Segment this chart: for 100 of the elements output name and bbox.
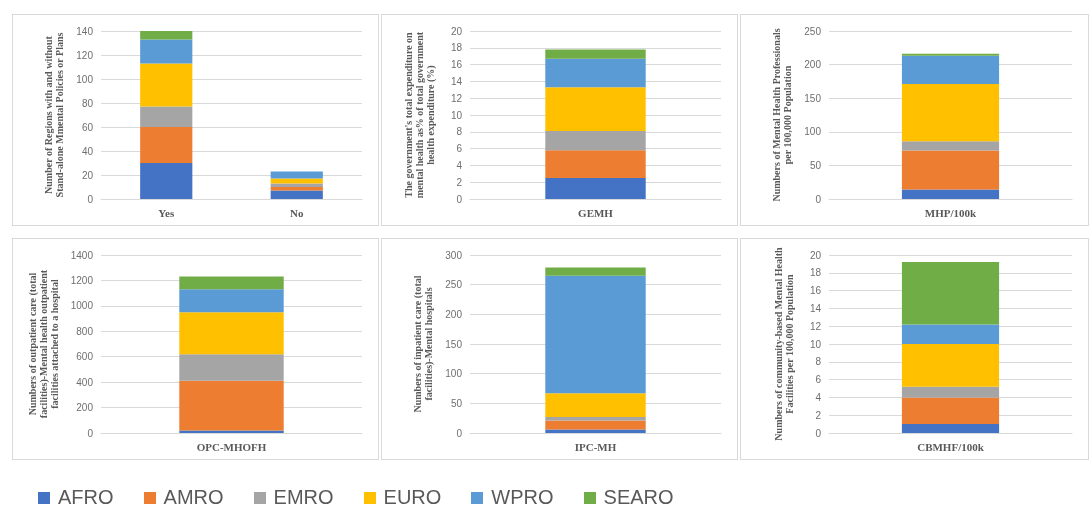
y-tick-label: 150: [445, 338, 463, 350]
y-tick-label: 1000: [70, 300, 94, 312]
y-tick-label: 18: [450, 42, 463, 54]
y-tick-label: 140: [76, 25, 94, 37]
bar: [545, 416, 646, 421]
y-tick-label: 16: [809, 285, 822, 297]
y-axis-title: Numbers of community-based Mental Health Facilities per 100,000 Population: [773, 246, 795, 441]
y-tick-label: 2: [456, 176, 463, 188]
x-tick-label: MHP/100k: [924, 206, 978, 219]
x-tick-label: IPC-MH: [574, 440, 617, 453]
legend-label: AFRO: [58, 486, 114, 509]
y-tick-label: 0: [87, 193, 94, 205]
y-tick-label: 4: [456, 159, 463, 171]
y-tick-label: 100: [804, 126, 822, 138]
y-tick-label: 14: [450, 75, 463, 87]
bar: [140, 127, 193, 163]
y-tick-label: 8: [456, 126, 463, 138]
y-axis-title: Numbers of outpatient care (total facilities)-Mental health outpatient facilities attached to a hospital: [26, 269, 60, 419]
legend-label: EMRO: [273, 486, 334, 509]
bar: [901, 189, 1000, 199]
y-tick-label: 8: [815, 356, 822, 368]
y-tick-label: 40: [81, 145, 94, 157]
y-tick-label: 20: [81, 169, 94, 181]
bar: [901, 150, 1000, 190]
y-tick-label: 10: [809, 338, 822, 350]
x-tick-label: GEMH: [578, 206, 614, 219]
y-tick-label: 1400: [70, 249, 94, 261]
y-axis-title: Numbers of Mental Health Professionals per 100,000 Population: [771, 28, 794, 202]
y-tick-label: 6: [815, 374, 822, 386]
bar: [545, 130, 646, 151]
y-tick-label: 120: [76, 49, 94, 61]
bar: [545, 267, 646, 276]
bar: [901, 386, 1000, 398]
y-tick-label: 150: [804, 92, 822, 104]
legend-label: SEARO: [603, 486, 674, 509]
y-tick-label: 16: [450, 59, 463, 71]
y-tick-label: 2: [815, 409, 822, 421]
bar: [140, 31, 193, 40]
y-tick-label: 80: [81, 97, 94, 109]
y-tick-label: 60: [81, 121, 94, 133]
x-tick-label: CBMHF/100k: [917, 440, 985, 453]
bar: [140, 39, 193, 64]
bar: [140, 63, 193, 107]
y-axis-title: Numbers of inpatient care (total facilities)-Mental hospitals: [412, 275, 436, 413]
bar: [270, 187, 323, 191]
y-tick-label: 20: [809, 249, 822, 261]
bar: [270, 190, 323, 199]
legend-label: WPRO: [491, 486, 554, 509]
bar: [901, 55, 1000, 85]
bar: [140, 106, 193, 127]
bar: [545, 87, 646, 131]
x-tick-label: Yes: [158, 206, 175, 219]
bar: [901, 53, 1000, 56]
bar: [179, 276, 284, 290]
y-tick-label: 18: [809, 267, 822, 279]
bar: [901, 141, 1000, 151]
bar: [179, 312, 284, 355]
bar: [179, 430, 284, 433]
y-axis-title: The government's total expenditure on mental health as% of total government health expenditure (%): [403, 31, 437, 199]
y-tick-label: 100: [445, 368, 463, 380]
y-tick-label: 10: [450, 109, 463, 121]
y-tick-label: 50: [450, 397, 463, 409]
y-tick-label: 0: [815, 427, 822, 439]
bar: [901, 324, 1000, 344]
y-tick-label: 12: [809, 320, 822, 332]
y-tick-label: 200: [445, 308, 463, 320]
y-tick-label: 800: [76, 325, 94, 337]
y-tick-label: 4: [815, 391, 822, 403]
y-tick-label: 400: [76, 376, 94, 388]
bar: [179, 380, 284, 431]
bar: [901, 84, 1000, 142]
y-tick-label: 200: [804, 59, 822, 71]
y-tick-label: 0: [456, 427, 463, 439]
bar: [179, 289, 284, 313]
bar: [545, 275, 646, 394]
bar: [545, 49, 646, 59]
y-axis-title: Number of Regions with and without Stand-alone Mmental Policies or Plans: [43, 32, 66, 198]
legend-label: AMRO: [163, 486, 224, 509]
bar: [270, 183, 323, 187]
bar: [901, 262, 1000, 325]
y-tick-label: 600: [76, 351, 94, 363]
y-tick-label: 1200: [70, 274, 94, 286]
bar: [545, 393, 646, 417]
x-tick-label: OPC-MHOFH: [196, 440, 267, 453]
bar: [545, 58, 646, 88]
x-tick-label: No: [290, 206, 304, 219]
bar: [901, 344, 1000, 387]
y-tick-label: 0: [815, 193, 822, 205]
y-tick-label: 0: [456, 193, 463, 205]
y-tick-label: 50: [809, 159, 822, 171]
bar: [901, 424, 1000, 433]
y-tick-label: 0: [87, 427, 94, 439]
y-tick-label: 100: [76, 73, 94, 85]
bar: [270, 171, 323, 179]
y-tick-label: 14: [809, 302, 822, 314]
y-tick-label: 6: [456, 143, 463, 155]
bar: [140, 163, 193, 199]
legend-label: EURO: [383, 486, 442, 509]
y-tick-label: 250: [804, 25, 822, 37]
y-tick-label: 300: [445, 249, 463, 261]
